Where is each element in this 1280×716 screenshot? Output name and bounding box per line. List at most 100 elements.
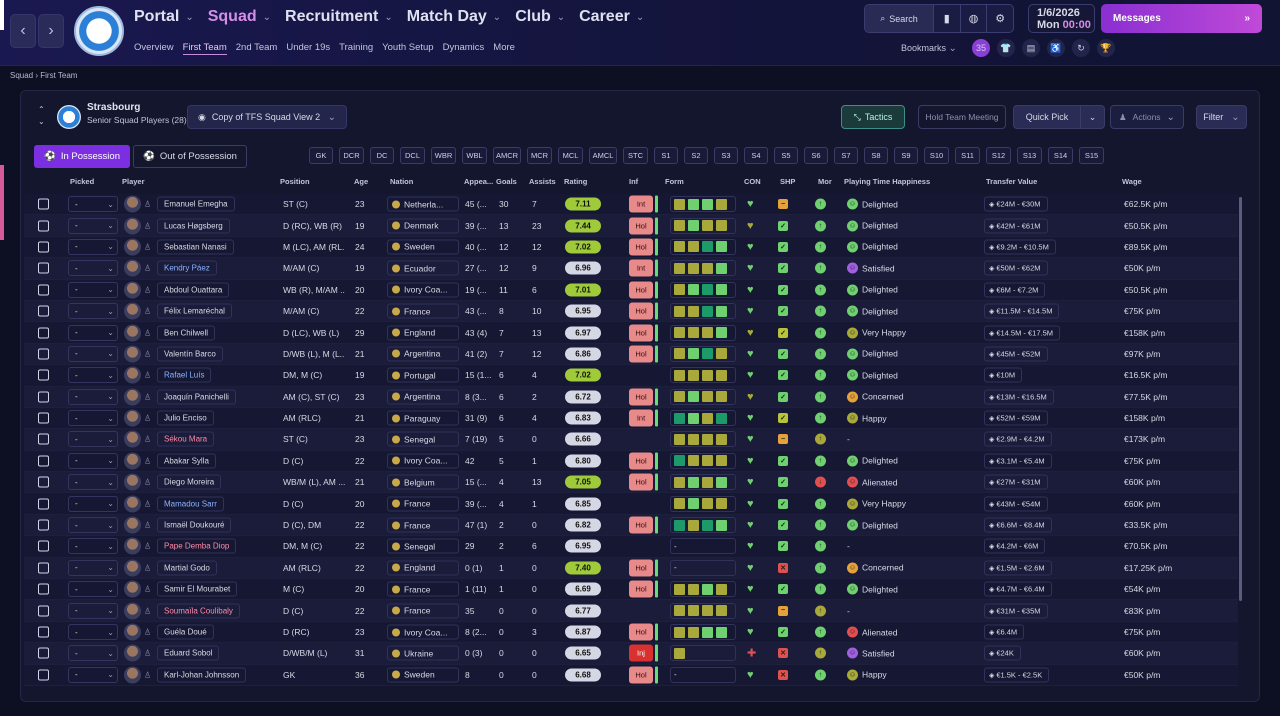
messages-button[interactable]: Messages » xyxy=(1101,4,1262,33)
position-button-wbl[interactable]: WBL xyxy=(462,147,487,164)
table-row[interactable]: - ⌄ ♙ Abdoul Ouattara WB (R), M/AM ... 20 Ivor… xyxy=(24,279,1238,301)
gear-icon[interactable]: ⚙ xyxy=(986,5,1013,32)
nation-field[interactable]: Denmark xyxy=(387,218,459,234)
picked-dropdown[interactable]: - ⌄ xyxy=(68,452,118,469)
picked-dropdown[interactable]: - ⌄ xyxy=(68,431,118,448)
table-row[interactable]: - ⌄ ♙ Samir El Mourabet M (C) 20 France 1 (11) 1… xyxy=(24,579,1238,601)
row-checkbox[interactable] xyxy=(38,626,49,638)
player-name[interactable]: Lucas Høgsberg xyxy=(157,218,230,234)
scrollbar[interactable] xyxy=(1239,197,1242,601)
col-position[interactable]: Position xyxy=(280,177,310,186)
row-checkbox[interactable] xyxy=(38,605,49,617)
position-button-stc[interactable]: STC xyxy=(623,147,648,164)
chevron-down-icon[interactable]: ⌄ xyxy=(1080,106,1104,128)
row-checkbox[interactable] xyxy=(38,647,49,659)
transfer-value[interactable]: €14.5M - €17.5M xyxy=(984,325,1061,341)
transfer-value[interactable]: €2.9M - €4.2M xyxy=(984,431,1052,447)
sort-arrows[interactable]: ⌃ ⌄ xyxy=(38,105,45,126)
transfer-value[interactable]: €1.5K - €2.5K xyxy=(984,667,1050,683)
col-mor[interactable]: Mor xyxy=(818,177,832,186)
player-name[interactable]: Sékou Mara xyxy=(157,431,215,447)
col-shp[interactable]: SHP xyxy=(780,177,796,186)
picked-dropdown[interactable]: - ⌄ xyxy=(68,238,118,255)
position-button-s11[interactable]: S11 xyxy=(955,147,980,164)
row-checkbox[interactable] xyxy=(38,198,49,210)
notification-icon[interactable]: 35 xyxy=(972,39,990,57)
position-button-s6[interactable]: S6 xyxy=(804,147,828,164)
col-inf[interactable]: Inf xyxy=(629,177,639,186)
physio-icon[interactable]: ♿ xyxy=(1047,39,1065,57)
picked-dropdown[interactable]: - ⌄ xyxy=(68,666,118,683)
row-checkbox[interactable] xyxy=(38,476,49,488)
nation-field[interactable]: Ivory Coa... xyxy=(387,624,459,640)
picked-dropdown[interactable]: - ⌄ xyxy=(68,303,118,320)
subnav-dynamics[interactable]: Dynamics xyxy=(442,42,485,53)
picked-dropdown[interactable]: - ⌄ xyxy=(68,281,118,298)
player-name[interactable]: Ben Chilwell xyxy=(157,325,216,341)
picked-dropdown[interactable]: - ⌄ xyxy=(68,345,118,362)
trophy-icon[interactable]: 🏆 xyxy=(1097,39,1115,57)
nation-field[interactable]: Argentina xyxy=(387,346,459,362)
nation-field[interactable]: Belgium xyxy=(387,474,459,490)
table-row[interactable]: - ⌄ ♙ Soumaïla Coulibaly D (C) 22 France 35 0 0 6.… xyxy=(24,600,1238,622)
player-name[interactable]: Mamadou Sarr xyxy=(157,496,224,512)
table-row[interactable]: - ⌄ ♙ Abakar Sylla D (C) 22 Ivory Coa... 42 5 1 6.… xyxy=(24,450,1238,473)
nation-field[interactable]: England xyxy=(387,325,459,341)
player-name[interactable]: Soumaïla Coulibaly xyxy=(157,603,240,619)
picked-dropdown[interactable]: - ⌄ xyxy=(68,624,118,640)
row-checkbox[interactable] xyxy=(38,369,49,381)
picked-dropdown[interactable]: - ⌄ xyxy=(68,324,118,341)
picked-dropdown[interactable]: - ⌄ xyxy=(68,581,118,598)
transfer-value[interactable]: €11.5M - €14.5M xyxy=(984,303,1060,319)
position-button-dcl[interactable]: DCL xyxy=(400,147,425,164)
bookmark-icon[interactable]: ▮ xyxy=(933,5,960,32)
row-checkbox[interactable] xyxy=(38,433,49,445)
row-checkbox[interactable] xyxy=(38,327,49,339)
position-button-s9[interactable]: S9 xyxy=(894,147,918,164)
subnav-first-team[interactable]: First Team xyxy=(182,42,227,55)
nation-field[interactable]: Paraguay xyxy=(387,410,459,426)
transfer-value[interactable]: €31M - €35M xyxy=(984,603,1048,619)
row-checkbox[interactable] xyxy=(38,669,49,681)
table-row[interactable]: - ⌄ ♙ Karl-Johan Johnsson GK 36 Sweden 8 0 0 6.68 H… xyxy=(24,664,1238,686)
col-form[interactable]: Form xyxy=(665,177,684,186)
position-button-s13[interactable]: S13 xyxy=(1017,147,1042,164)
nation-field[interactable]: Ecuador xyxy=(387,260,459,276)
row-checkbox[interactable] xyxy=(38,305,49,317)
picked-dropdown[interactable]: - ⌄ xyxy=(68,495,118,512)
shirt-icon[interactable]: 👕 xyxy=(997,39,1015,57)
col-rating[interactable]: Rating xyxy=(564,177,588,186)
row-checkbox[interactable] xyxy=(38,519,49,531)
table-row[interactable]: - ⌄ ♙ Martial Godo AM (RLC) 22 England 0 (1) 1 0 7… xyxy=(24,557,1238,580)
table-row[interactable]: - ⌄ ♙ Mamadou Sarr D (C) 20 France 39 (... 4 1 6.8… xyxy=(24,493,1238,515)
date-display[interactable]: 1/6/2026 Mon 00:00 xyxy=(1028,4,1095,33)
position-button-s14[interactable]: S14 xyxy=(1048,147,1073,164)
table-row[interactable]: - ⌄ ♙ Joaquín Panichelli AM (C), ST (C) 23 Arg… xyxy=(24,386,1238,408)
nation-field[interactable]: Ivory Coa... xyxy=(387,453,459,469)
player-name[interactable]: Abakar Sylla xyxy=(157,453,216,469)
transfer-value[interactable]: €42M - €61M xyxy=(984,218,1048,234)
position-button-s12[interactable]: S12 xyxy=(986,147,1011,164)
table-row[interactable]: - ⌄ ♙ Sebastian Nanasi M (LC), AM (RL... 24 Sw… xyxy=(24,236,1238,259)
col-playing-time-happiness[interactable]: Playing Time Happiness xyxy=(844,177,931,186)
position-button-s7[interactable]: S7 xyxy=(834,147,858,164)
player-name[interactable]: Julio Enciso xyxy=(157,410,214,426)
actions-button[interactable]: ♟ Actions ⌄ xyxy=(1110,105,1184,129)
player-name[interactable]: Sebastian Nanasi xyxy=(157,239,234,255)
picked-dropdown[interactable]: - ⌄ xyxy=(68,367,118,384)
table-row[interactable]: - ⌄ ♙ Sékou Mara ST (C) 23 Senegal 7 (19) 5 0 6.66… xyxy=(24,429,1238,451)
col-picked[interactable]: Picked xyxy=(70,177,95,186)
player-name[interactable]: Martial Godo xyxy=(157,560,217,576)
player-name[interactable]: Diego Moreira xyxy=(157,474,222,490)
picked-dropdown[interactable]: - ⌄ xyxy=(68,260,118,277)
quick-pick-button[interactable]: Quick Pick ⌄ xyxy=(1013,105,1105,129)
table-row[interactable]: - ⌄ ♙ Félix Lemaréchal M/AM (C) 22 France 43 (.… xyxy=(24,300,1238,323)
clipboard-icon[interactable]: ▤ xyxy=(1022,39,1040,57)
row-checkbox[interactable] xyxy=(38,348,49,360)
filter-button[interactable]: Filter ⌄ xyxy=(1196,105,1247,129)
transfer-value[interactable]: €10M xyxy=(984,367,1023,383)
transfer-value[interactable]: €4.7M - €6.4M xyxy=(984,581,1052,597)
nation-field[interactable]: Senegal xyxy=(387,431,459,447)
player-name[interactable]: Eduard Sobol xyxy=(157,645,220,661)
player-name[interactable]: Ismaël Doukouré xyxy=(157,517,232,533)
